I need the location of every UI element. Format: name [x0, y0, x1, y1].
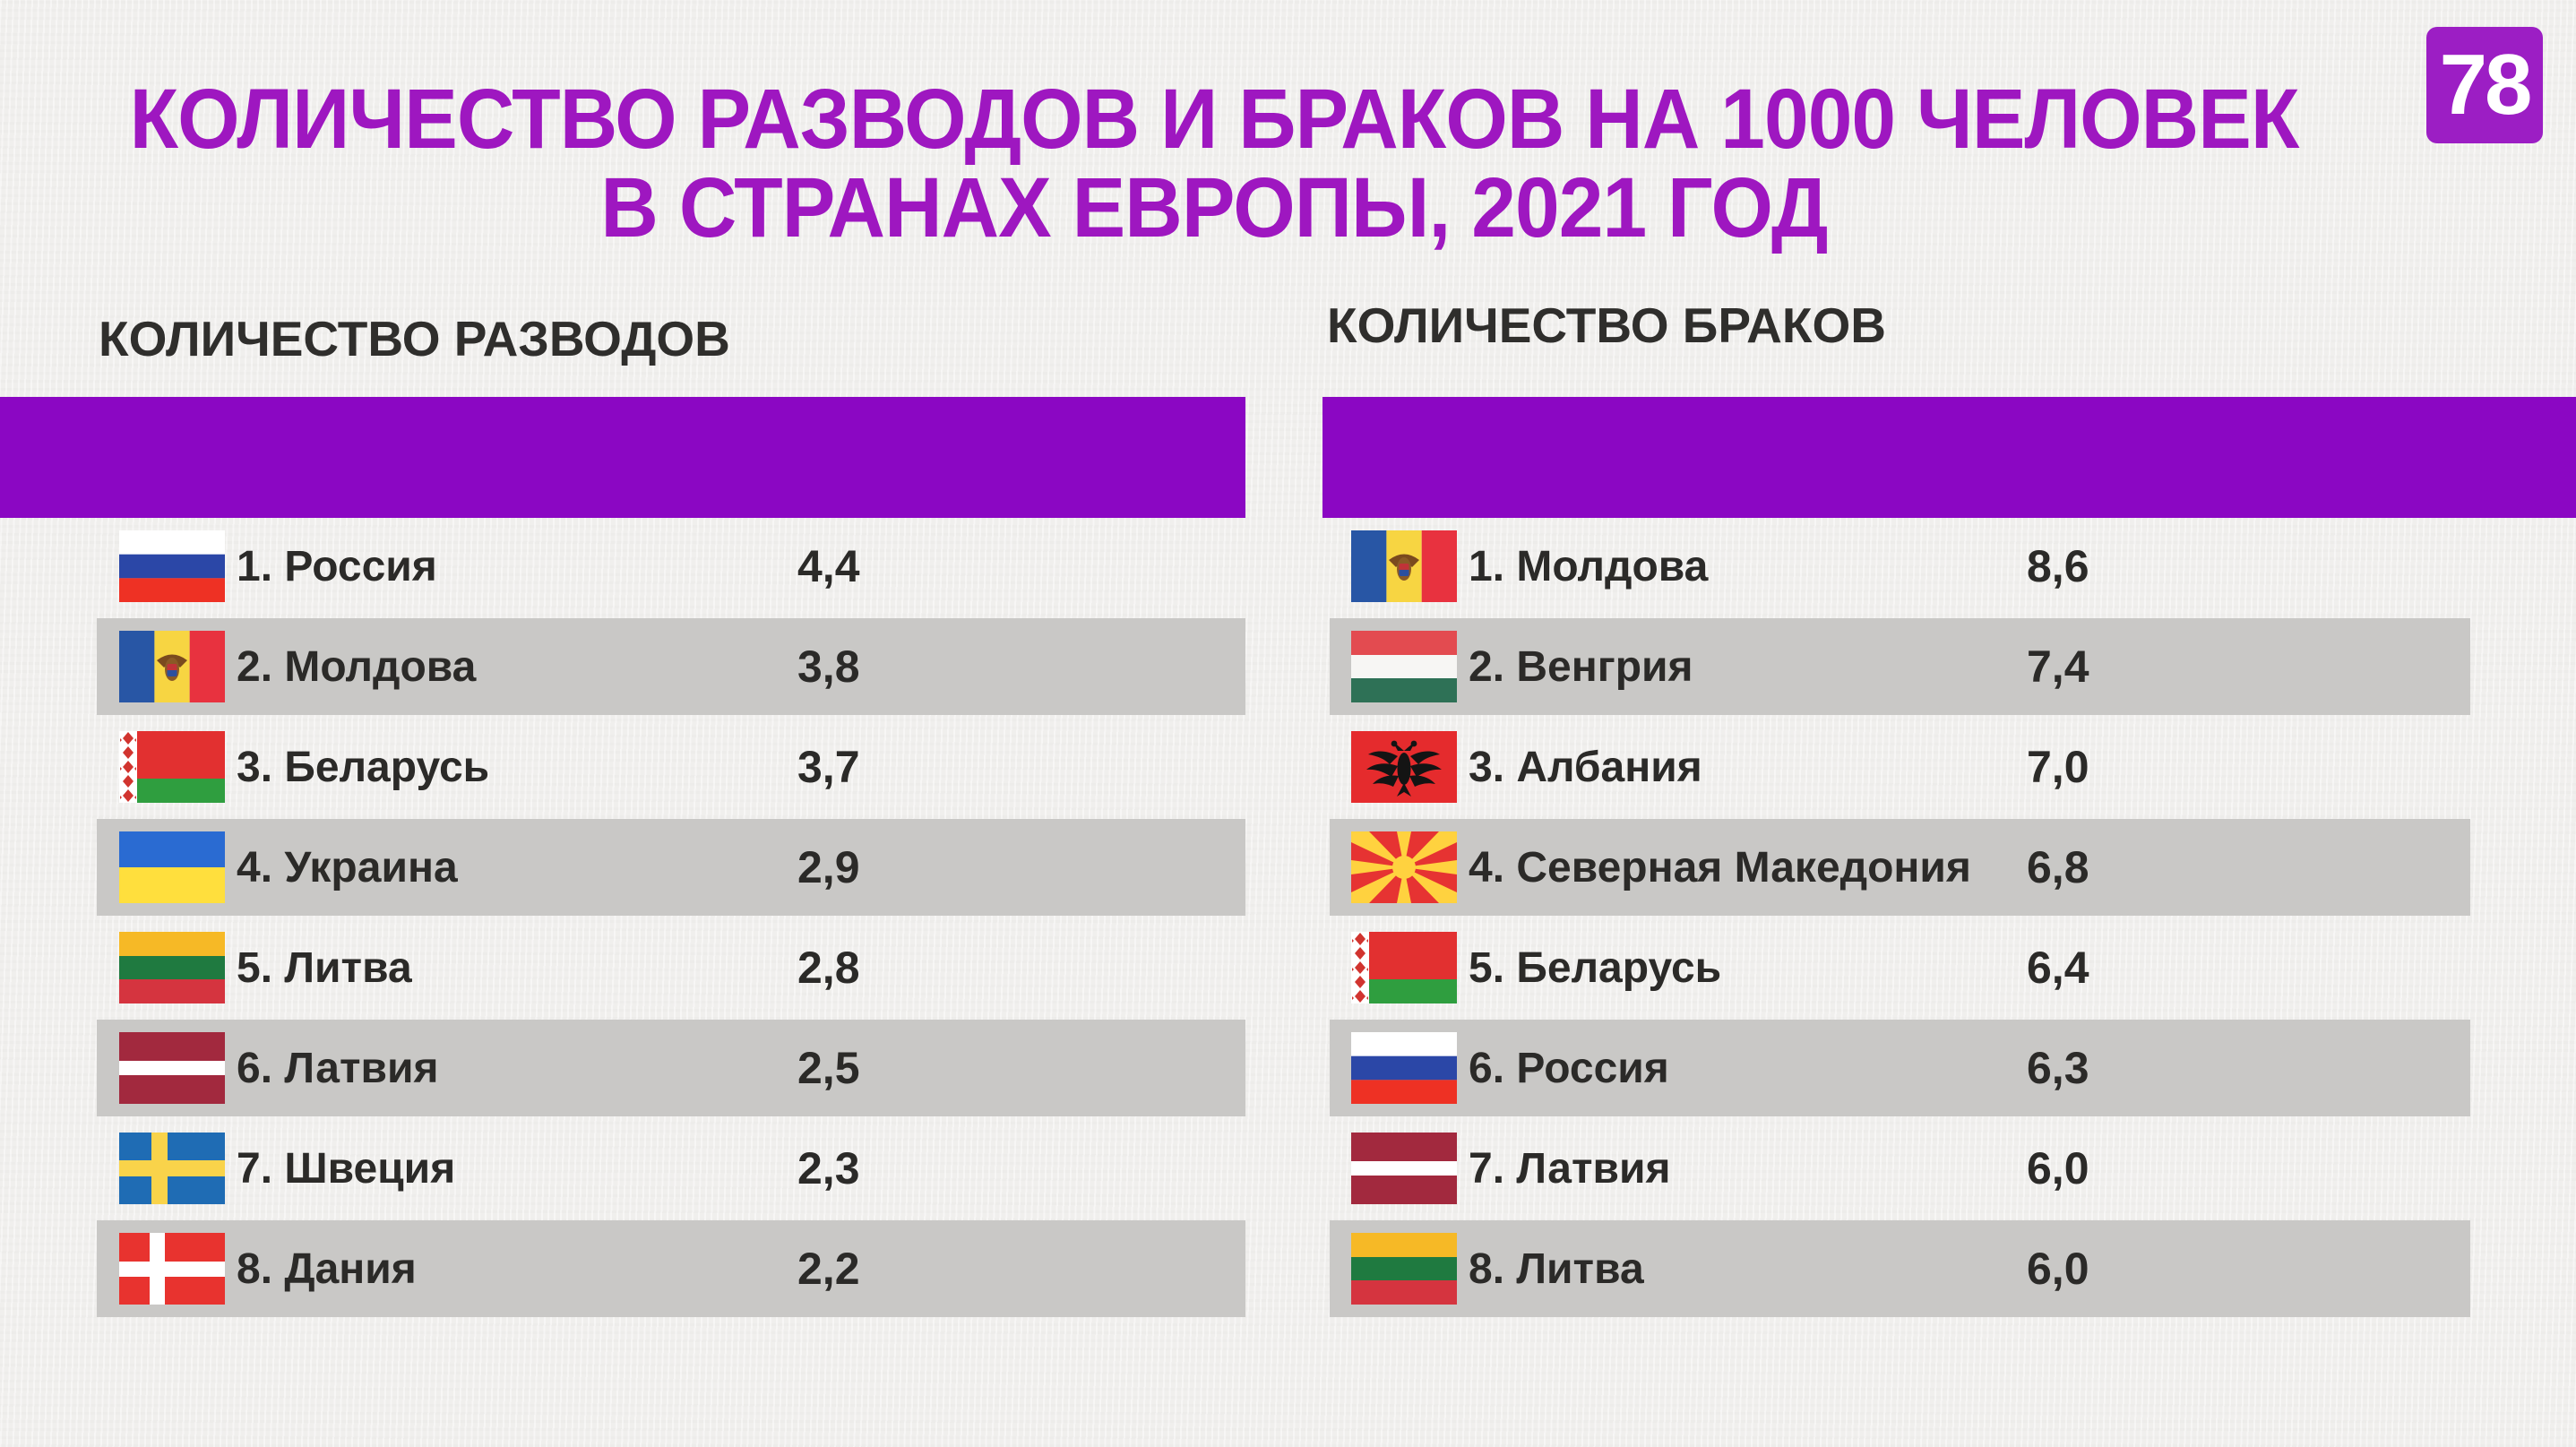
country-label: 4. Северная Македония: [1469, 843, 1971, 891]
value-label: 7,4: [2027, 642, 2089, 692]
table-row: 8. Дания 2,2: [97, 1220, 1245, 1317]
value-label: 2,2: [797, 1244, 860, 1294]
country-label: 6. Россия: [1469, 1044, 1669, 1092]
table-row: 4. Северная Македония 6,8: [1330, 819, 2470, 916]
page-title-line1: КОЛИЧЕСТВО РАЗВОДОВ И БРАКОВ НА 1000 ЧЕЛ…: [129, 72, 2300, 167]
albania-flag-icon: [1351, 731, 1457, 803]
table-row: 6. Россия 6,3: [1330, 1020, 2470, 1116]
value-label: 2,8: [797, 943, 860, 993]
country-label: 7. Швеция: [237, 1144, 456, 1193]
table-row: 8. Литва 6,0: [1330, 1220, 2470, 1317]
page-title: КОЛИЧЕСТВО РАЗВОДОВ И БРАКОВ НА 1000 ЧЕЛ…: [73, 75, 2355, 253]
table-row: 2. Молдова 3,8: [97, 618, 1245, 715]
page-title-line2: В СТРАНАХ ЕВРОПЫ, 2021 ГОД: [600, 160, 1828, 255]
country-label: 4. Украина: [237, 843, 458, 891]
sweden-flag-icon: [119, 1133, 225, 1204]
country-label: 2. Молдова: [237, 642, 477, 691]
moldova-flag-icon: [1351, 530, 1457, 602]
table-row: 4. Украина 2,9: [97, 819, 1245, 916]
value-label: 6,3: [2027, 1043, 2089, 1093]
table-row: 2. Венгрия 7,4: [1330, 618, 2470, 715]
belarus-flag-icon: [1351, 932, 1457, 1003]
divorces-header-bar: [0, 397, 1245, 518]
value-label: 2,3: [797, 1143, 860, 1193]
country-label: 6. Латвия: [237, 1044, 439, 1092]
moldova-flag-icon: [119, 631, 225, 702]
value-label: 2,5: [797, 1043, 860, 1093]
table-row: 3. Албания 7,0: [1330, 719, 2470, 815]
value-label: 6,0: [2027, 1143, 2089, 1193]
table-row: 1. Россия 4,4: [97, 518, 1245, 615]
value-label: 8,6: [2027, 541, 2089, 591]
marriages-table: 1. Молдова 8,6 2. Венгрия 7,4 3. Албания…: [1330, 518, 2470, 1321]
value-label: 4,4: [797, 541, 860, 591]
marriages-header-bar: [1322, 397, 2576, 518]
hungary-flag-icon: [1351, 631, 1457, 702]
value-label: 6,0: [2027, 1244, 2089, 1294]
table-row: 5. Беларусь 6,4: [1330, 919, 2470, 1016]
divorces-section-title: КОЛИЧЕСТВО РАЗВОДОВ: [99, 311, 730, 366]
table-row: 7. Швеция 2,3: [97, 1120, 1245, 1217]
country-label: 8. Литва: [1469, 1245, 1644, 1293]
country-label: 8. Дания: [237, 1245, 417, 1293]
latvia-flag-icon: [1351, 1133, 1457, 1204]
russia-flag-icon: [119, 530, 225, 602]
value-label: 2,9: [797, 842, 860, 892]
country-label: 1. Россия: [237, 542, 437, 590]
value-label: 7,0: [2027, 742, 2089, 792]
country-label: 3. Албания: [1469, 743, 1702, 791]
russia-flag-icon: [1351, 1032, 1457, 1104]
north-macedonia-flag-icon: [1351, 831, 1457, 903]
table-row: 7. Латвия 6,0: [1330, 1120, 2470, 1217]
country-label: 1. Молдова: [1469, 542, 1709, 590]
lithuania-flag-icon: [119, 932, 225, 1003]
ukraine-flag-icon: [119, 831, 225, 903]
table-row: 5. Литва 2,8: [97, 919, 1245, 1016]
value-label: 3,7: [797, 742, 860, 792]
channel-78-logo: 78: [2426, 27, 2543, 143]
divorces-table: 1. Россия 4,4 2. Молдова 3,8 3. Беларусь…: [97, 518, 1245, 1321]
country-label: 7. Латвия: [1469, 1144, 1671, 1193]
lithuania-flag-icon: [1351, 1233, 1457, 1305]
country-label: 5. Беларусь: [1469, 943, 1722, 992]
value-label: 6,4: [2027, 943, 2089, 993]
table-row: 3. Беларусь 3,7: [97, 719, 1245, 815]
country-label: 3. Беларусь: [237, 743, 490, 791]
channel-78-logo-text: 78: [2439, 37, 2533, 133]
table-row: 6. Латвия 2,5: [97, 1020, 1245, 1116]
latvia-flag-icon: [119, 1032, 225, 1104]
belarus-flag-icon: [119, 731, 225, 803]
country-label: 2. Венгрия: [1469, 642, 1693, 691]
marriages-section-title: КОЛИЧЕСТВО БРАКОВ: [1327, 297, 1886, 353]
table-row: 1. Молдова 8,6: [1330, 518, 2470, 615]
value-label: 6,8: [2027, 842, 2089, 892]
denmark-flag-icon: [119, 1233, 225, 1305]
country-label: 5. Литва: [237, 943, 412, 992]
value-label: 3,8: [797, 642, 860, 692]
